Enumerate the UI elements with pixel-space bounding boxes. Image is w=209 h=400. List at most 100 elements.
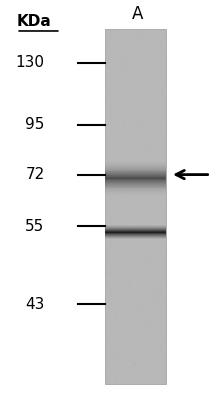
Point	[114, 34, 118, 40]
Point	[157, 74, 160, 81]
Point	[135, 264, 139, 270]
Point	[139, 363, 143, 369]
Point	[116, 201, 119, 208]
Point	[141, 37, 144, 43]
Point	[161, 164, 164, 170]
Point	[110, 187, 114, 193]
Point	[106, 281, 109, 288]
Point	[128, 251, 131, 258]
Point	[107, 200, 110, 206]
Point	[123, 176, 126, 182]
Point	[132, 136, 135, 142]
Point	[138, 86, 141, 92]
Point	[121, 32, 124, 39]
Point	[119, 119, 123, 125]
Point	[133, 300, 136, 307]
Point	[128, 258, 131, 264]
Point	[121, 117, 124, 124]
Point	[126, 351, 130, 357]
Point	[112, 169, 115, 176]
Point	[148, 66, 151, 72]
Point	[110, 227, 113, 233]
Point	[116, 271, 119, 277]
Point	[148, 367, 152, 373]
Point	[158, 228, 161, 234]
Point	[148, 99, 151, 105]
Point	[154, 381, 158, 387]
Point	[159, 221, 163, 228]
Point	[114, 106, 117, 113]
Point	[134, 180, 138, 186]
Point	[134, 254, 138, 260]
Point	[161, 310, 164, 316]
Point	[120, 241, 123, 248]
Point	[114, 183, 118, 190]
Point	[119, 180, 123, 186]
Point	[124, 309, 127, 315]
Point	[132, 67, 135, 74]
Bar	[105, 170, 166, 172]
Point	[131, 98, 134, 104]
Point	[132, 381, 135, 387]
Point	[128, 259, 131, 265]
Point	[131, 36, 134, 42]
Point	[108, 189, 111, 195]
Point	[122, 252, 125, 258]
Point	[143, 317, 147, 324]
Point	[163, 308, 166, 314]
Point	[114, 183, 118, 189]
Point	[148, 323, 152, 329]
Point	[117, 179, 121, 185]
Point	[157, 323, 160, 329]
Point	[113, 170, 117, 176]
Point	[111, 201, 115, 208]
Point	[136, 124, 139, 130]
Point	[134, 41, 138, 48]
Bar	[105, 236, 166, 237]
Point	[121, 123, 124, 130]
Point	[105, 309, 108, 316]
Point	[156, 144, 160, 150]
Point	[155, 122, 159, 128]
Point	[109, 71, 112, 78]
Point	[161, 50, 165, 56]
Point	[131, 194, 135, 200]
Point	[142, 288, 145, 294]
Point	[129, 159, 132, 165]
Point	[120, 344, 123, 350]
Point	[151, 71, 154, 77]
Point	[111, 308, 115, 315]
Point	[134, 360, 137, 367]
Point	[134, 322, 137, 328]
Point	[146, 145, 149, 152]
Point	[149, 356, 153, 363]
Point	[163, 88, 166, 94]
Point	[121, 47, 125, 53]
Point	[133, 151, 136, 158]
Point	[149, 322, 152, 328]
Point	[144, 109, 148, 116]
Point	[113, 232, 116, 238]
Point	[140, 300, 143, 306]
Point	[140, 120, 144, 126]
Point	[151, 138, 155, 145]
Point	[114, 152, 117, 158]
Point	[148, 142, 152, 148]
Point	[121, 138, 125, 144]
Point	[162, 306, 165, 312]
Point	[156, 369, 159, 375]
Point	[135, 237, 139, 244]
Point	[162, 81, 166, 88]
Point	[136, 312, 140, 318]
Point	[160, 360, 164, 366]
Point	[134, 92, 137, 98]
Point	[161, 47, 164, 53]
Point	[152, 273, 155, 279]
Point	[126, 240, 130, 247]
Point	[160, 127, 163, 134]
Point	[131, 363, 134, 369]
Point	[112, 29, 116, 35]
Point	[133, 81, 136, 87]
Point	[163, 169, 167, 176]
Point	[148, 288, 151, 294]
